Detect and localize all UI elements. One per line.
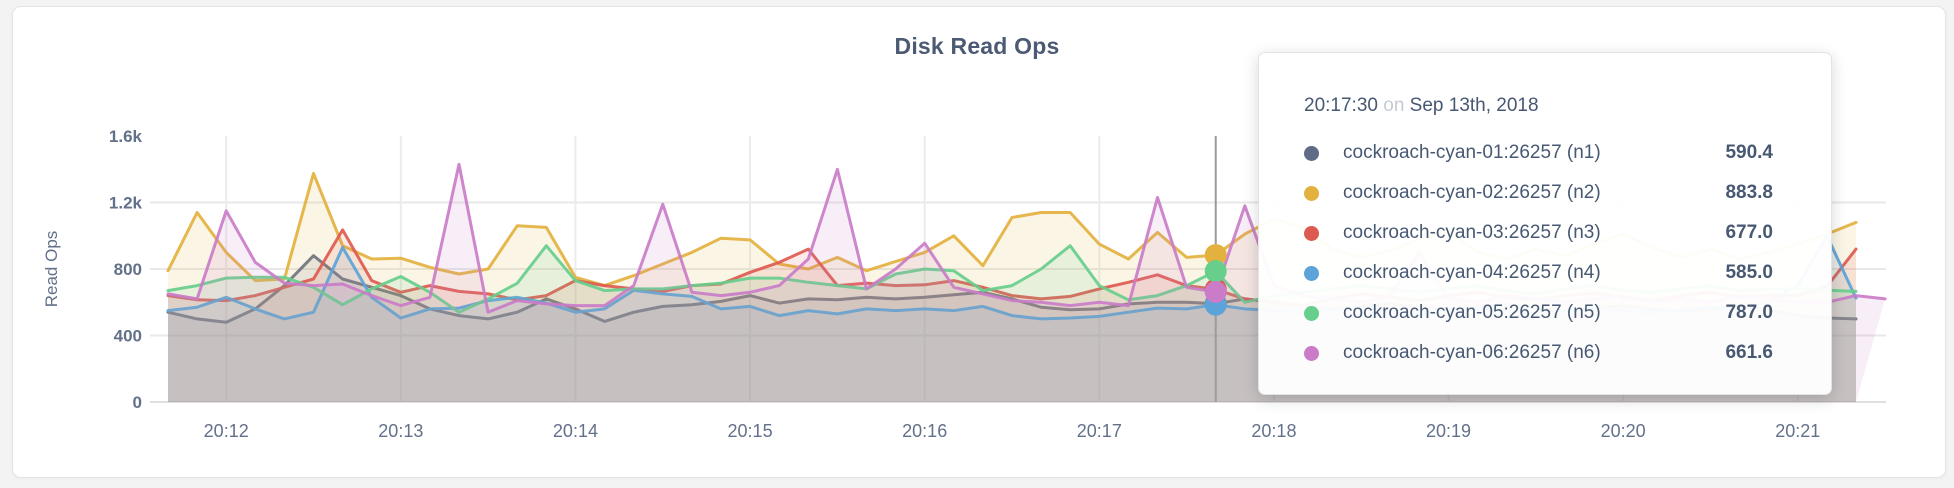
x-tick-label: 20:17 [1077, 421, 1122, 441]
chart-title: Disk Read Ops [894, 33, 1060, 59]
series-label: cockroach-cyan-01:26257 (n1) [1343, 142, 1601, 163]
x-tick-label: 20:12 [204, 421, 249, 441]
tooltip-row: cockroach-cyan-06:26257 (n6) 661.6 [1304, 333, 1773, 373]
tooltip-row: cockroach-cyan-04:26257 (n4) 585.0 [1304, 253, 1773, 293]
series-color-dot [1304, 305, 1319, 321]
x-tick-label: 20:13 [378, 421, 423, 441]
x-tick-label: 20:21 [1775, 421, 1820, 441]
tooltip-date: Sep 13th, 2018 [1409, 95, 1539, 116]
y-axis-label: Read Ops [42, 231, 61, 308]
series-value: 677.0 [1725, 222, 1773, 243]
x-tick-label: 20:16 [902, 421, 947, 441]
series-color-dot [1304, 185, 1319, 201]
series-value: 590.4 [1725, 142, 1773, 163]
hover-dot-n5[interactable] [1204, 260, 1227, 283]
tooltip-row: cockroach-cyan-03:26257 (n3) 677.0 [1304, 213, 1773, 253]
tooltip-row: cockroach-cyan-01:26257 (n1) 590.4 [1304, 133, 1773, 173]
series-color-dot [1304, 225, 1319, 241]
tooltip-timestamp: 20:17:30 on Sep 13th, 2018 [1304, 93, 1773, 119]
x-tick-label: 20:18 [1251, 421, 1296, 441]
hover-dot-n2[interactable] [1204, 244, 1227, 267]
series-label: cockroach-cyan-03:26257 (n3) [1343, 222, 1601, 243]
tooltip-on-word: on [1383, 95, 1405, 116]
series-label: cockroach-cyan-06:26257 (n6) [1343, 342, 1601, 363]
y-tick-label: 0 [133, 393, 142, 412]
y-tick-label: 1.2k [109, 194, 143, 213]
series-value: 661.6 [1725, 342, 1773, 363]
x-tick-label: 20:19 [1426, 421, 1471, 441]
series-value: 787.0 [1725, 302, 1773, 323]
tooltip-row: cockroach-cyan-05:26257 (n5) 787.0 [1304, 293, 1773, 333]
series-value: 585.0 [1725, 262, 1773, 283]
series-color-dot [1304, 345, 1319, 361]
hover-tooltip: 20:17:30 on Sep 13th, 2018 cockroach-cya… [1258, 52, 1832, 395]
series-color-dot [1304, 265, 1319, 281]
series-value: 883.8 [1725, 182, 1773, 203]
hover-dot-n6[interactable] [1204, 281, 1227, 304]
y-tick-label: 400 [114, 327, 142, 346]
series-color-dot [1304, 145, 1319, 161]
series-label: cockroach-cyan-02:26257 (n2) [1343, 182, 1601, 203]
x-tick-label: 20:20 [1601, 421, 1646, 441]
series-label: cockroach-cyan-04:26257 (n4) [1343, 262, 1601, 283]
x-tick-label: 20:14 [553, 421, 598, 441]
tooltip-row: cockroach-cyan-02:26257 (n2) 883.8 [1304, 173, 1773, 213]
x-tick-label: 20:15 [728, 421, 773, 441]
y-tick-label: 800 [114, 260, 142, 279]
series-label: cockroach-cyan-05:26257 (n5) [1343, 302, 1601, 323]
y-tick-label: 1.6k [109, 127, 143, 146]
tooltip-time: 20:17:30 [1304, 95, 1378, 116]
